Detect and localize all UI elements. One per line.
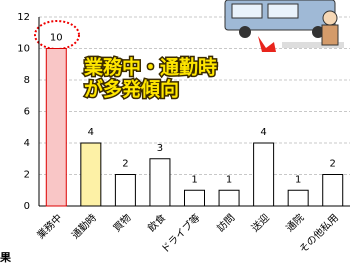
bar [254, 143, 274, 206]
y-tick-label: 6 [24, 107, 30, 118]
x-tick-label: 買物 [110, 211, 133, 234]
y-tick-label: 0 [24, 201, 30, 212]
value-label: 1 [191, 174, 197, 185]
bar [323, 175, 343, 207]
value-label: 3 [157, 143, 163, 154]
bar [288, 190, 308, 206]
value-label: 1 [295, 174, 301, 185]
x-tick-label: 送迎 [249, 211, 272, 234]
bar [219, 190, 239, 206]
annotation: が多発傾向 [84, 78, 179, 101]
y-tick-label: 10 [17, 44, 30, 55]
chart: 業務中・通勤時 が多発傾向 果 024681012業務中10通勤時4買物2飲食3… [0, 0, 350, 266]
value-label: 4 [88, 127, 94, 138]
value-label: 4 [260, 127, 266, 138]
x-tick-label: 訪問 [214, 211, 237, 234]
value-label: 1 [226, 174, 232, 185]
y-tick-label: 8 [24, 75, 30, 86]
value-label: 2 [122, 159, 128, 170]
x-tick-label: 飲食 [145, 211, 168, 234]
x-tick-label: 通勤時 [69, 211, 99, 241]
y-tick-label: 12 [17, 12, 30, 23]
bar [150, 159, 170, 206]
bar [185, 190, 205, 206]
value-label: 10 [50, 33, 63, 44]
bar [81, 143, 101, 206]
bar [115, 175, 135, 207]
x-tick-label: 業務中 [34, 211, 64, 241]
x-tick-label: 通院 [283, 211, 306, 234]
annotation: 業務中・通勤時 [83, 56, 217, 79]
cut-text: 果 [0, 251, 11, 264]
value-label: 2 [330, 159, 336, 170]
bar [46, 49, 66, 207]
illustration [225, 0, 344, 52]
y-tick-label: 2 [24, 170, 30, 181]
y-tick-label: 4 [24, 138, 30, 149]
